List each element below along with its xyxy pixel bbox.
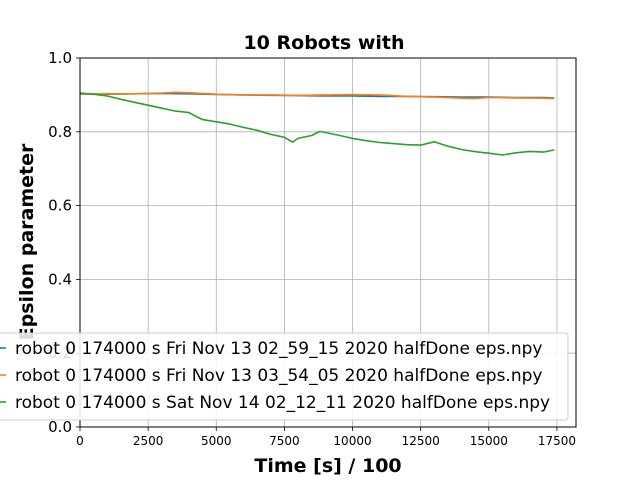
x-axis-ticks: 0 2500 5000 7500 10000 12500 15000 17500 [76, 427, 576, 448]
y-tick-label: 1.0 [48, 49, 72, 67]
y-tick-label: 0.8 [48, 123, 72, 141]
legend-label-2: robot 0 174000 s Fri Nov 13 03_54_05 202… [15, 366, 542, 386]
x-tick-label: 12500 [402, 434, 440, 448]
x-tick-label: 10000 [333, 434, 371, 448]
y-axis-label: Epsilon parameter [16, 143, 38, 340]
x-tick-label: 5000 [201, 434, 232, 448]
legend: robot 0 174000 s Fri Nov 13 02_59_15 202… [0, 332, 569, 421]
legend-label-1: robot 0 174000 s Fri Nov 13 02_59_15 202… [15, 339, 542, 359]
x-tick-label: 0 [76, 434, 84, 448]
y-tick-label: 0.4 [48, 270, 72, 288]
chart-title: 10 Robots with [243, 32, 404, 54]
x-tick-label: 15000 [470, 434, 508, 448]
series-line-3 [79, 92, 555, 156]
y-tick-label: 0.0 [48, 418, 72, 436]
plot-frame [79, 57, 577, 428]
x-tick-label: 7500 [269, 434, 300, 448]
legend-label-3: robot 0 174000 s Sat Nov 14 02_12_11 202… [15, 393, 550, 413]
legend-box [0, 332, 569, 421]
x-tick-label: 17500 [538, 434, 576, 448]
x-axis-label: Time [s] / 100 [254, 455, 401, 477]
y-tick-label: 0.6 [48, 197, 72, 215]
series-line-2 [79, 91, 555, 100]
x-tick-label: 2500 [133, 434, 164, 448]
plot-lines [79, 91, 555, 156]
